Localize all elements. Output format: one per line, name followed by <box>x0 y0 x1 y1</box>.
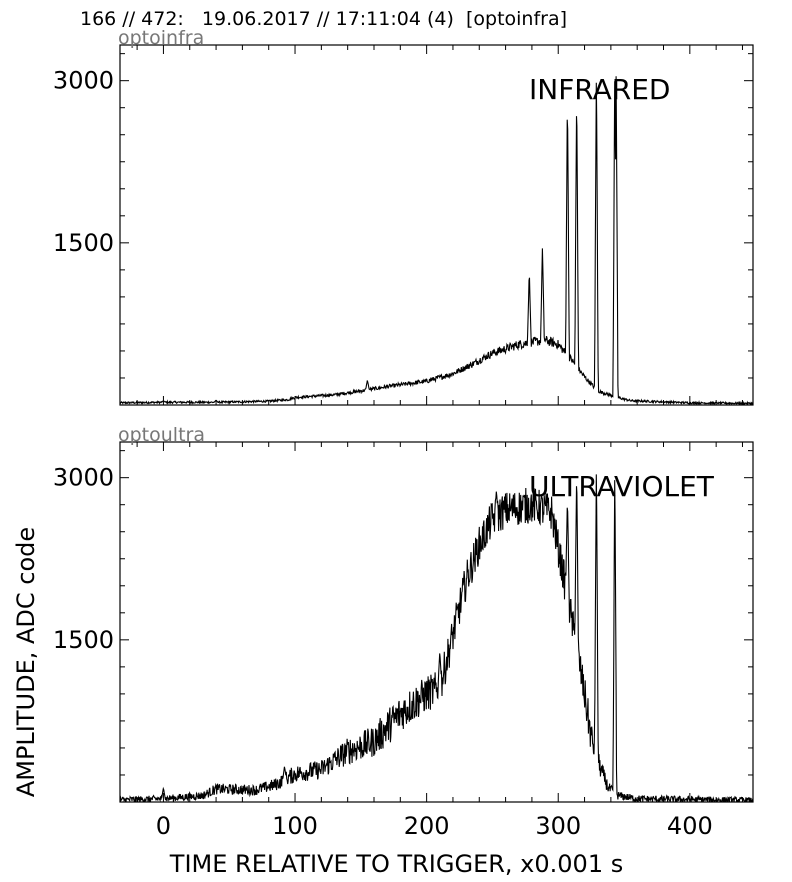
y-tick-label: 1500 <box>53 229 114 257</box>
y-tick-label: 3000 <box>53 464 114 492</box>
series-line-1 <box>120 76 753 405</box>
plot-frame <box>119 441 754 803</box>
x-tick-label: 0 <box>156 812 171 840</box>
chart-panel-1: optoinfra 1500 3000 INFRARED <box>53 27 754 406</box>
y-axis-label: AMPLITUDE, ADC code <box>12 527 40 797</box>
series-line-1 <box>120 474 753 802</box>
x-tick-label: 100 <box>272 812 318 840</box>
y-tick-label: 3000 <box>53 67 114 95</box>
x-tick-label: 200 <box>404 812 450 840</box>
plot-frame <box>119 44 754 406</box>
figure-header: 166 // 472: 19.06.2017 // 17:11:04 (4) [… <box>80 8 568 30</box>
series-annotation: ULTRAVIOLET <box>529 470 715 503</box>
x-tick-label: 300 <box>535 812 581 840</box>
x-tick-label: 400 <box>667 812 713 840</box>
y-tick-label: 1500 <box>53 626 114 654</box>
x-axis-label: TIME RELATIVE TO TRIGGER, x0.001 s <box>169 850 623 878</box>
panel-label: optoultra <box>118 424 205 446</box>
panel-label: optoinfra <box>118 27 204 49</box>
chart-panel-2: optoultra 1500 3000 0 100 200 300 400 TIME RELAT… <box>12 424 754 878</box>
series-annotation: INFRARED <box>529 73 671 106</box>
